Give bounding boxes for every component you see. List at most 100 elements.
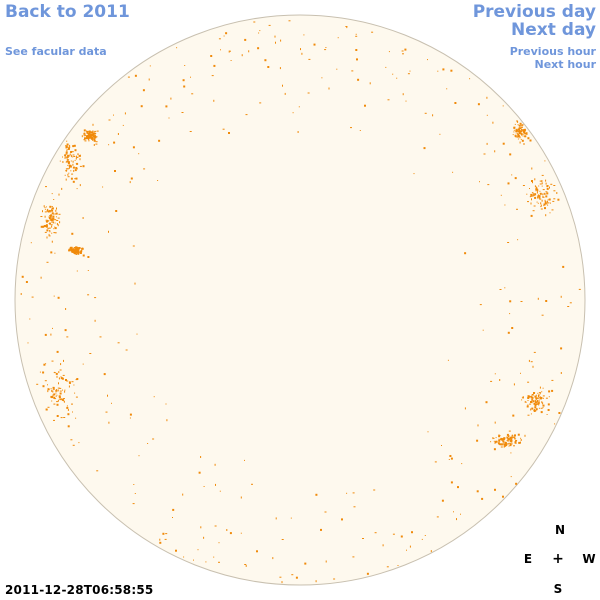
facula-speck: [75, 249, 77, 251]
facula-speck: [527, 201, 529, 203]
see-facular-data-link[interactable]: See facular data: [5, 45, 107, 58]
compass-north: N: [554, 523, 566, 537]
facula-speck: [218, 38, 221, 40]
previous-day-link[interactable]: Previous day: [472, 2, 596, 22]
facula-speck: [392, 73, 394, 75]
facula-speck: [111, 402, 112, 404]
facula-speck: [214, 525, 217, 527]
facula-speck: [52, 219, 54, 221]
facula-speck: [64, 174, 66, 176]
facula-speck: [519, 141, 521, 144]
facula-speck: [578, 288, 581, 290]
facula-speck: [74, 169, 77, 172]
facula-speck: [205, 561, 207, 563]
facula-speck: [539, 392, 541, 395]
facula-speck: [526, 193, 528, 195]
facula-speck: [59, 221, 61, 224]
facula-speck: [540, 208, 543, 210]
facula-speck: [172, 508, 175, 511]
facula-speck: [25, 281, 28, 283]
next-day-link[interactable]: Next day: [511, 20, 596, 40]
facula-speck: [350, 127, 352, 129]
facula-speck: [450, 481, 453, 484]
facula-speck: [541, 401, 543, 404]
previous-hour-link[interactable]: Previous hour: [509, 45, 596, 58]
facula-speck: [45, 186, 47, 188]
facula-speck: [45, 206, 47, 208]
facula-speck: [546, 201, 548, 203]
facula-speck: [371, 31, 374, 33]
facula-speck: [511, 437, 513, 440]
facula-speck: [518, 129, 520, 131]
facula-speck: [538, 196, 541, 199]
facula-speck: [74, 252, 76, 255]
facula-speck: [538, 394, 540, 397]
facula-speck: [92, 123, 94, 126]
facula-speck: [529, 403, 532, 405]
facula-speck: [531, 396, 534, 399]
facula-speck: [75, 167, 78, 169]
facula-speck: [405, 100, 407, 102]
facula-speck: [521, 133, 524, 135]
facula-speck: [59, 390, 62, 392]
facula-speck: [535, 394, 537, 397]
facula-speck: [374, 532, 377, 534]
facula-speck: [502, 442, 504, 444]
facula-speck: [355, 33, 357, 35]
facula-speck: [132, 146, 135, 149]
facula-speck: [525, 132, 528, 135]
facula-speck: [506, 433, 509, 436]
facula-speck: [67, 156, 69, 159]
facula-speck: [541, 182, 543, 185]
facula-speck: [517, 239, 519, 241]
facula-speck: [307, 92, 310, 94]
facula-speck: [499, 289, 502, 290]
facula-speck: [511, 436, 513, 438]
facula-speck: [439, 133, 441, 135]
facula-speck: [72, 250, 74, 252]
facula-speck: [275, 41, 276, 44]
facula-speck: [89, 132, 91, 135]
facula-speck: [55, 395, 57, 397]
facula-speck: [66, 143, 69, 146]
facula-speck: [424, 535, 426, 536]
facula-speck: [72, 444, 75, 446]
next-hour-link[interactable]: Next hour: [534, 58, 597, 71]
facula-speck: [75, 396, 78, 398]
facula-speck: [537, 392, 539, 394]
facula-speck: [517, 131, 519, 133]
facula-speck: [56, 401, 59, 403]
facula-speck: [50, 251, 53, 254]
facula-speck: [501, 444, 504, 446]
facula-speck: [547, 403, 550, 406]
facula-speck: [511, 174, 513, 176]
facula-speck: [494, 488, 496, 491]
facula-speck: [49, 230, 50, 232]
facula-speck: [51, 220, 53, 223]
facula-speck: [83, 135, 86, 137]
facula-speck: [554, 423, 556, 425]
facula-speck: [396, 77, 398, 79]
facula-speck: [352, 556, 355, 558]
facula-speck: [514, 440, 517, 442]
facula-speck: [241, 54, 243, 57]
facula-speck: [492, 121, 494, 124]
facula-speck: [531, 180, 533, 182]
facula-speck: [57, 217, 60, 219]
facula-speck: [64, 329, 67, 332]
facula-speck: [78, 252, 81, 254]
facula-speck: [464, 407, 466, 410]
facula-speck: [65, 153, 68, 155]
facula-speck: [520, 138, 522, 140]
facula-speck: [513, 436, 515, 438]
facula-speck: [538, 195, 540, 197]
facula-speck: [427, 431, 429, 433]
facula-speck: [539, 198, 542, 200]
facula-speck: [229, 50, 231, 52]
facula-speck: [541, 180, 543, 183]
back-to-year-link[interactable]: Back to 2011: [5, 2, 130, 22]
facula-speck: [71, 151, 74, 153]
facula-speck: [54, 222, 56, 224]
facula-speck: [66, 380, 69, 382]
facula-speck: [524, 401, 526, 403]
